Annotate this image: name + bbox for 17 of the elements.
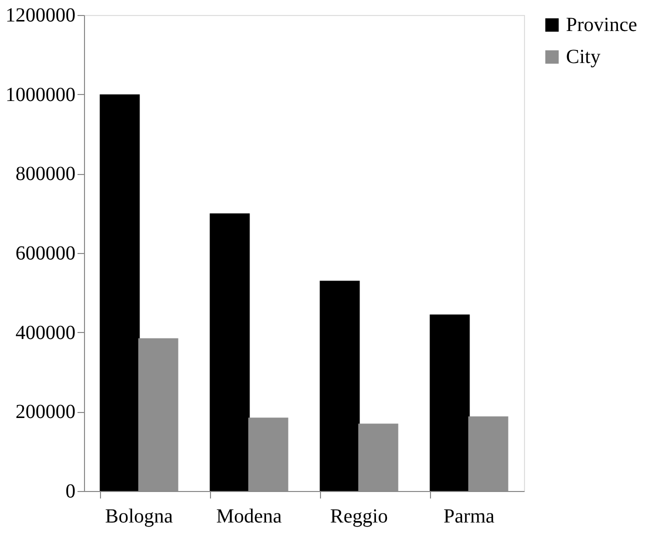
y-tick-label: 400000	[16, 322, 76, 344]
x-tick-label: Parma	[443, 506, 495, 528]
bar	[210, 213, 250, 491]
y-tick-label: 0	[66, 480, 76, 502]
legend-label: City	[566, 46, 600, 68]
x-tick-label: Reggio	[330, 506, 388, 528]
y-tick-label: 1200000	[6, 4, 76, 26]
y-tick-label: 200000	[16, 401, 76, 424]
y-tick-label: 1000000	[6, 84, 76, 106]
y-tick-label: 800000	[16, 163, 76, 186]
bar	[320, 280, 360, 491]
x-tick-label: Bologna	[105, 506, 174, 528]
x-tick-label: Modena	[216, 506, 282, 528]
bar	[430, 314, 470, 491]
bar	[100, 94, 140, 491]
y-tick-label: 600000	[16, 242, 76, 264]
legend-label: Province	[566, 14, 638, 36]
